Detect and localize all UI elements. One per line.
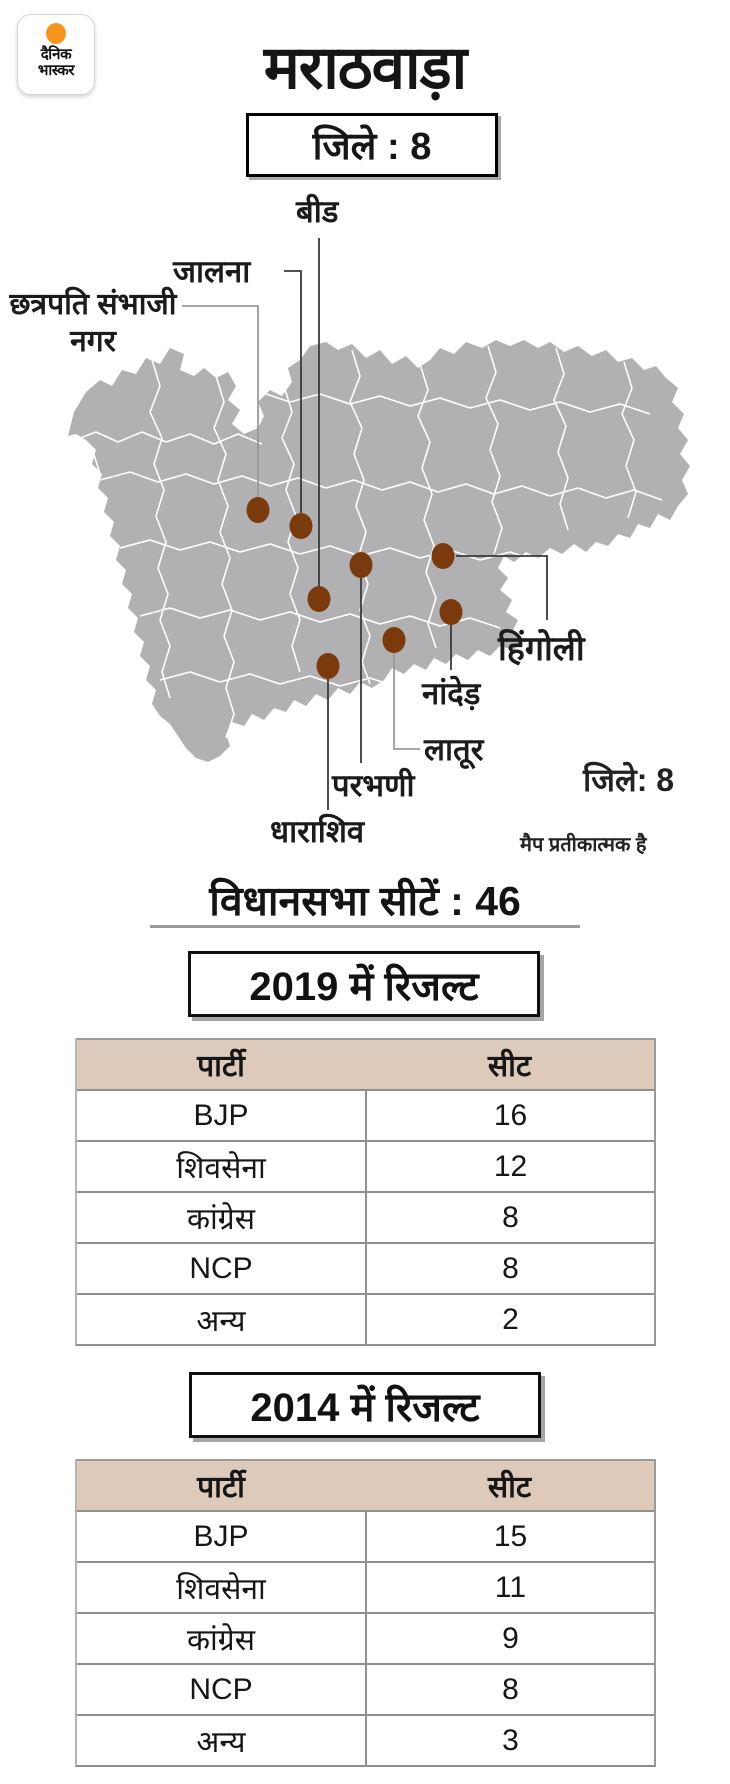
district-label-jalna: जालना bbox=[173, 254, 251, 289]
seat-count: 3 bbox=[365, 1716, 654, 1765]
seat-count: 8 bbox=[365, 1244, 654, 1293]
district-label-latur: लातूर bbox=[424, 732, 484, 767]
column-header-party: पार्टी bbox=[197, 1050, 245, 1083]
sun-icon bbox=[46, 23, 66, 44]
district-dot-nanded bbox=[439, 599, 463, 625]
results-2014-title: 2014 में रिजल्ट bbox=[189, 1372, 541, 1438]
district-dot-latur bbox=[382, 627, 406, 653]
party-name: NCP bbox=[189, 1672, 253, 1706]
district-dot-beed bbox=[307, 586, 331, 612]
district-dot-parbhani bbox=[349, 552, 373, 578]
seat-count: 16 bbox=[365, 1091, 654, 1140]
seat-count: 11 bbox=[365, 1563, 654, 1612]
seats-underline bbox=[150, 925, 580, 928]
district-dot-dharashiv bbox=[316, 653, 340, 679]
district-boundaries bbox=[69, 345, 663, 739]
column-header-party: पार्टी bbox=[197, 1471, 245, 1504]
leader-chhatrapati-sambhaji-nagar bbox=[182, 305, 259, 497]
party-name: BJP bbox=[193, 1098, 249, 1132]
column-header-seats: सीट bbox=[487, 1471, 532, 1504]
dainik-bhaskar-logo: दैनिक भास्कर bbox=[17, 14, 95, 95]
district-label-nanded: नांदेड़ bbox=[422, 676, 481, 711]
table-row: शिवसेना 11 bbox=[77, 1561, 654, 1612]
brand-name: दैनिक भास्कर bbox=[37, 46, 75, 79]
district-label-dharashiv: धाराशिव bbox=[270, 814, 365, 849]
district-dot-hingoli bbox=[431, 543, 455, 569]
district-label-beed: बीड bbox=[296, 194, 339, 229]
maharashtra-map-section: बीड जालना छत्रपति संभाजी नगर हिंगोली नां… bbox=[0, 180, 730, 875]
seat-count: 15 bbox=[365, 1512, 654, 1561]
table-row: अन्य 2 bbox=[77, 1293, 654, 1344]
maharashtra-map bbox=[68, 238, 690, 810]
table-row: BJP 16 bbox=[77, 1089, 654, 1140]
district-dots bbox=[246, 497, 463, 679]
seat-count: 9 bbox=[365, 1614, 654, 1663]
party-name: NCP bbox=[189, 1251, 253, 1285]
table-header-row: पार्टी सीट bbox=[77, 1038, 654, 1089]
districts-count-badge: जिले : 8 bbox=[246, 113, 498, 177]
map-disclaimer: मैप प्रतीकात्मक है bbox=[520, 834, 647, 856]
brand-line2: भास्कर bbox=[37, 62, 75, 79]
table-row: कांग्रेस 8 bbox=[77, 1191, 654, 1242]
table-row: NCP 8 bbox=[77, 1242, 654, 1293]
leader-jalna bbox=[284, 270, 302, 513]
district-label-hingoli: हिंगोली bbox=[498, 630, 585, 668]
district-dot-chhatrapati-sambhaji-nagar bbox=[246, 497, 270, 523]
table-row: BJP 15 bbox=[77, 1510, 654, 1561]
districts-note: जिले: 8 bbox=[583, 762, 675, 798]
district-label-parbhani: परभणी bbox=[332, 768, 415, 803]
results-2019-table: पार्टी सीट BJP 16 शिवसेना 12 कांग्रेस 8 … bbox=[75, 1038, 656, 1346]
results-2019-title: 2019 में रिजल्ट bbox=[188, 951, 540, 1017]
party-name: कांग्रेस bbox=[186, 1624, 255, 1657]
table-row: NCP 8 bbox=[77, 1663, 654, 1714]
leader-hingoli bbox=[456, 555, 548, 620]
assembly-seats-heading: विधानसभा सीटें : 46 bbox=[209, 878, 521, 924]
table-row: कांग्रेस 9 bbox=[77, 1612, 654, 1663]
column-header-seats: सीट bbox=[487, 1050, 532, 1083]
district-dot-jalna bbox=[289, 513, 313, 539]
seat-count: 2 bbox=[365, 1295, 654, 1344]
leader-latur bbox=[393, 653, 420, 750]
table-header-row: पार्टी सीट bbox=[77, 1459, 654, 1510]
seat-count: 8 bbox=[365, 1193, 654, 1242]
party-name: अन्य bbox=[196, 1726, 246, 1759]
table-row: अन्य 3 bbox=[77, 1714, 654, 1765]
party-name: अन्य bbox=[196, 1305, 246, 1338]
party-name: शिवसेना bbox=[176, 1573, 266, 1606]
seat-count: 12 bbox=[365, 1142, 654, 1191]
brand-line1: दैनिक bbox=[40, 46, 72, 63]
party-name: शिवसेना bbox=[176, 1152, 266, 1185]
party-name: BJP bbox=[193, 1519, 249, 1553]
results-2014-table: पार्टी सीट BJP 15 शिवसेना 11 कांग्रेस 9 … bbox=[75, 1459, 656, 1767]
district-label-chhatrapati-sambhaji-nagar: छत्रपति संभाजी नगर bbox=[9, 288, 177, 358]
page-title: मराठवाड़ा bbox=[263, 34, 467, 101]
seat-count: 8 bbox=[365, 1665, 654, 1714]
table-row: शिवसेना 12 bbox=[77, 1140, 654, 1191]
leader-lines bbox=[182, 238, 548, 810]
party-name: कांग्रेस bbox=[186, 1203, 255, 1236]
